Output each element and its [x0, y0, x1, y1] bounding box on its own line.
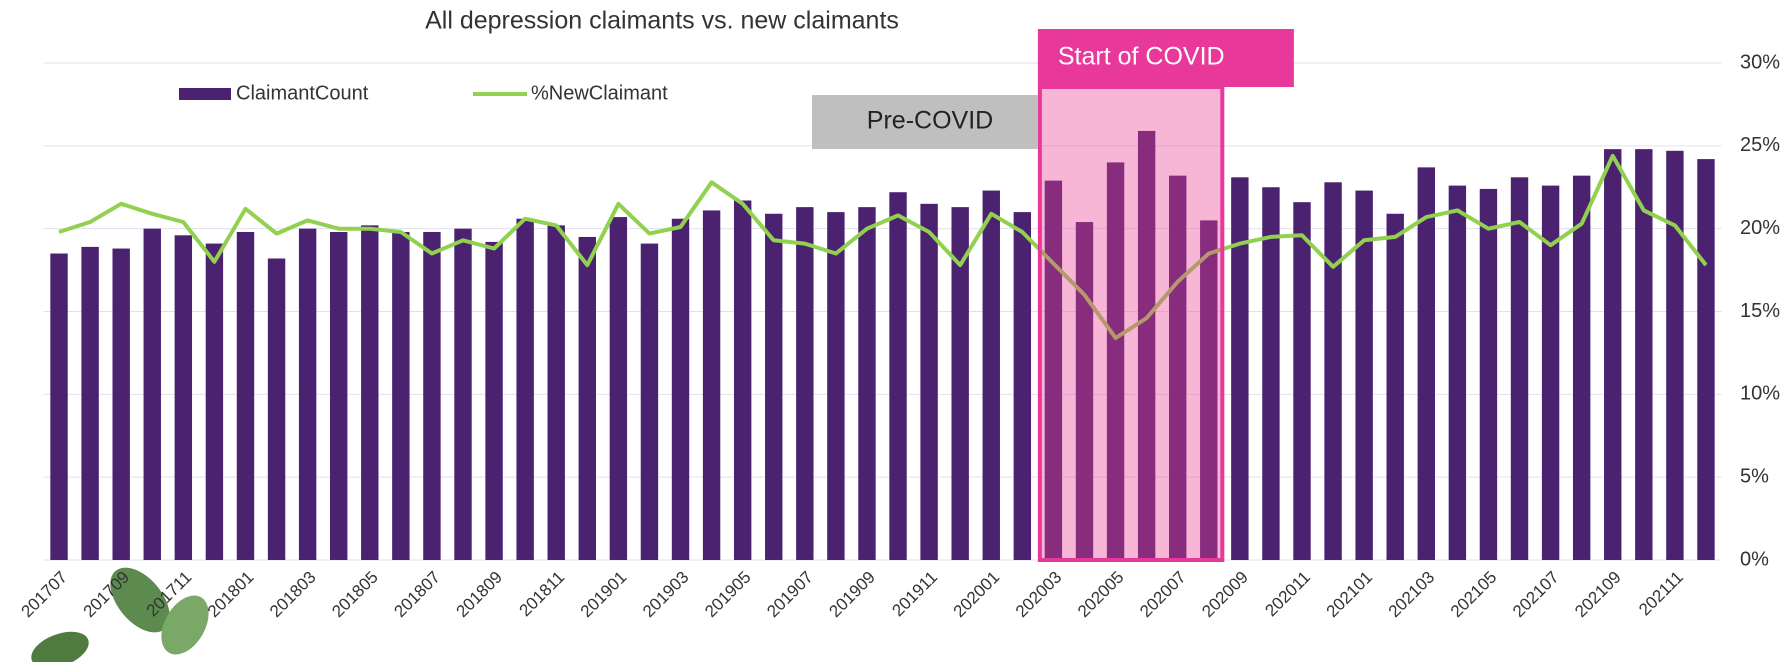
bar: [983, 191, 1000, 560]
x-tick-label: 201901: [577, 568, 631, 622]
x-tick-label: 201805: [328, 568, 382, 622]
bar: [112, 249, 129, 560]
annotation: Pre-COVID: [867, 107, 993, 135]
bar: [1697, 159, 1714, 560]
bar: [1014, 212, 1031, 560]
x-tick-label: 201807: [390, 568, 444, 622]
x-tick-label: 202109: [1571, 568, 1625, 622]
x-tick-label: 201911: [888, 568, 941, 621]
bar: [175, 235, 192, 560]
bar: [1324, 182, 1341, 560]
bar: [206, 244, 223, 560]
bar: [81, 247, 98, 560]
bar: [516, 219, 533, 560]
legend-label: %NewClaimant: [531, 82, 668, 104]
x-tick-label: 201905: [701, 568, 755, 622]
legend-label: ClaimantCount: [236, 82, 369, 104]
y2-tick-label: 30%: [1740, 51, 1780, 73]
bar: [920, 204, 937, 560]
x-tick-label: 202003: [1012, 568, 1066, 622]
y2-tick-label: 15%: [1740, 300, 1780, 322]
x-tick-label: 201909: [825, 568, 879, 622]
x-tick-label: 202105: [1447, 568, 1501, 622]
y2-tick-label: 20%: [1740, 217, 1780, 239]
x-tick-label: 201801: [204, 568, 258, 622]
bar: [734, 201, 751, 560]
x-tick-label: 201811: [516, 568, 569, 621]
x-tick-label: 202103: [1385, 568, 1439, 622]
bar: [1262, 187, 1279, 560]
legend-swatch: [179, 88, 231, 100]
bar: [330, 232, 347, 560]
x-tick-label: 202111: [1635, 568, 1687, 620]
bar: [423, 232, 440, 560]
bar: [1511, 177, 1528, 560]
bar: [765, 214, 782, 560]
bar: [858, 207, 875, 560]
x-tick-label: 201809: [453, 568, 507, 622]
bar: [144, 229, 161, 560]
bar: [610, 217, 627, 560]
x-tick-label: 202007: [1136, 568, 1190, 622]
x-tick-label: 201707: [17, 568, 71, 622]
bar: [1449, 186, 1466, 560]
bar: [703, 210, 720, 560]
annotation: Start of COVID: [1058, 43, 1225, 71]
bar: [485, 242, 502, 560]
bar: [1418, 167, 1435, 560]
y2-tick-label: 10%: [1740, 383, 1780, 405]
bar: [1480, 189, 1497, 560]
bar: [672, 219, 689, 560]
bar: [237, 232, 254, 560]
x-tick-label: 202009: [1198, 568, 1252, 622]
bar: [1293, 202, 1310, 560]
bar: [579, 237, 596, 560]
x-tick-label: 202107: [1509, 568, 1563, 622]
x-tick-label: 202101: [1323, 568, 1377, 622]
bar: [796, 207, 813, 560]
bar: [268, 258, 285, 560]
bar: [361, 225, 378, 560]
bar: [1666, 151, 1683, 560]
bar: [50, 254, 67, 560]
x-tick-label: 202001: [950, 568, 1004, 622]
bar: [548, 225, 565, 560]
x-tick-label: 201907: [763, 568, 817, 622]
bar: [392, 232, 409, 560]
bar: [889, 192, 906, 560]
covid-highlight: [1040, 87, 1222, 560]
chart-title: All depression claimants vs. new claiman…: [425, 7, 899, 35]
x-tick-label: 201903: [639, 568, 693, 622]
bar: [454, 229, 471, 560]
bar: [1573, 176, 1590, 560]
x-tick-label: 202005: [1074, 568, 1128, 622]
y2-tick-label: 5%: [1740, 465, 1769, 487]
bar: [1604, 149, 1621, 560]
y2-tick-label: 0%: [1740, 548, 1769, 570]
x-tick-label: 201803: [266, 568, 320, 622]
bar: [641, 244, 658, 560]
bar: [299, 229, 316, 560]
chart: All depression claimants vs. new claiman…: [0, 0, 1789, 662]
bar: [827, 212, 844, 560]
bar: [1387, 214, 1404, 560]
y2-tick-label: 25%: [1740, 134, 1780, 156]
x-tick-label: 202011: [1261, 568, 1314, 621]
bar: [1231, 177, 1248, 560]
